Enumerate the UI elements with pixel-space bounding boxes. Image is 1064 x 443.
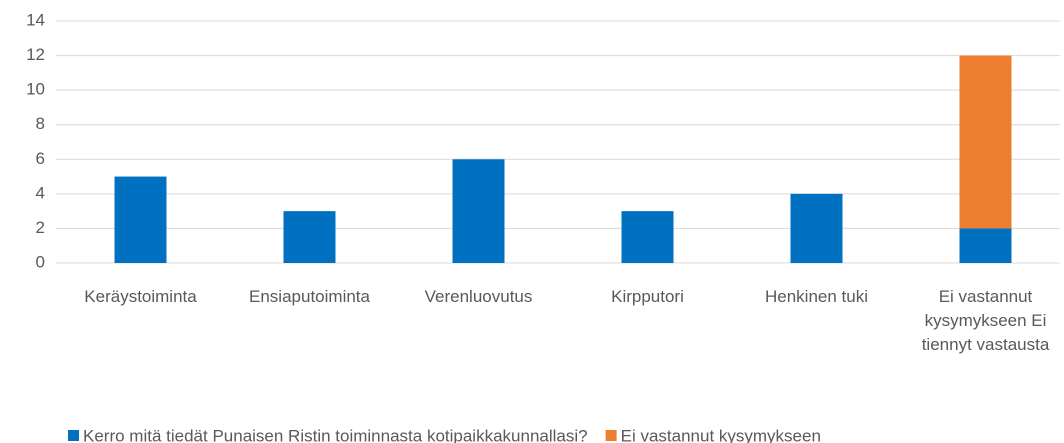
legend-label: Kerro mitä tiedät Punaisen Ristin toimin… — [83, 426, 588, 443]
bar — [283, 211, 336, 263]
bar — [790, 193, 843, 263]
bar — [452, 159, 505, 263]
legend-swatch — [68, 430, 79, 441]
x-tick-label: Verenluovutus — [425, 287, 533, 306]
y-tick-label: 12 — [26, 45, 45, 64]
y-tick-label: 8 — [36, 114, 45, 133]
x-tick-label: Keräystoiminta — [84, 287, 197, 306]
bar — [621, 211, 674, 263]
y-tick-label: 0 — [36, 252, 45, 271]
y-tick-label: 4 — [36, 183, 45, 202]
x-tick-label: Henkinen tuki — [765, 287, 868, 306]
legend-label: Ei vastannut kysymykseen — [621, 426, 821, 443]
bar — [959, 228, 1012, 263]
y-tick-label: 10 — [26, 80, 45, 99]
legend-swatch — [605, 430, 617, 441]
x-tick-label: Ensiaputoiminta — [249, 287, 371, 306]
y-tick-label: 6 — [36, 149, 45, 168]
x-tick-label: Ei vastannut kysymykseen Ei tiennyt vastau… — [922, 287, 1050, 354]
y-tick-label: 14 — [26, 10, 45, 29]
x-tick-label: Kirpputori — [611, 287, 684, 306]
bar — [959, 55, 1012, 229]
bar — [114, 176, 167, 263]
y-tick-label: 2 — [36, 218, 45, 237]
